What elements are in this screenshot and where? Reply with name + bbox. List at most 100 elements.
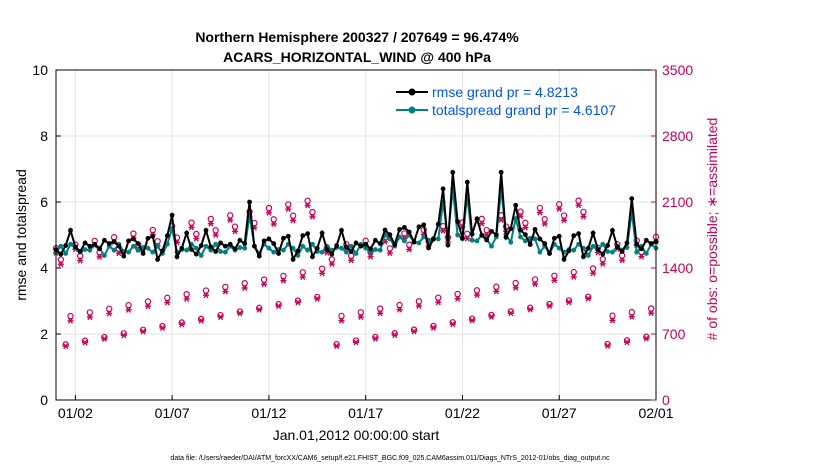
totalspread-point-79 bbox=[435, 236, 441, 242]
obs-assimilated-stroke-70-2 bbox=[392, 332, 398, 339]
obs-assimilated-stroke-26-2 bbox=[179, 321, 185, 328]
obs-assimilated-point-18 bbox=[140, 328, 147, 335]
obs-assimilated-stroke-43-2 bbox=[261, 281, 267, 288]
rmse-point-113 bbox=[600, 251, 606, 257]
rmse-point-67 bbox=[377, 241, 383, 246]
rmse-point-86 bbox=[469, 231, 475, 237]
obs-assimilated-stroke-66-2 bbox=[372, 335, 378, 342]
obs-possible-point-111 bbox=[589, 265, 597, 272]
rmse-point-65 bbox=[368, 246, 373, 252]
rmse-point-119 bbox=[629, 196, 635, 202]
rmse-point-116 bbox=[614, 244, 620, 250]
obs-assimilated-stroke-61-2 bbox=[348, 257, 354, 264]
obs-assimilated-point-63 bbox=[357, 313, 364, 320]
obs-assimilated-point-43 bbox=[261, 281, 268, 288]
totalspread-point-100 bbox=[537, 249, 543, 255]
rmse-point-27 bbox=[184, 230, 190, 236]
rmse-point-97 bbox=[522, 232, 528, 238]
obs-assimilated-point-66 bbox=[372, 335, 379, 342]
obs-possible-point-119 bbox=[628, 308, 636, 316]
x-tick-label-5: 01/27 bbox=[542, 405, 577, 421]
obs-assimilated-point-75 bbox=[415, 303, 422, 310]
obs-possible-point-67 bbox=[376, 305, 384, 312]
obs-assimilated-stroke-53-2 bbox=[309, 213, 315, 220]
obs-assimilated-stroke-37-2 bbox=[232, 228, 238, 235]
obs-assimilated-stroke-42-2 bbox=[256, 306, 262, 313]
rmse-point-87 bbox=[474, 216, 480, 222]
obs-assimilated-point-47 bbox=[280, 277, 287, 284]
obs-assimilated-point-58 bbox=[333, 343, 340, 350]
obs-assimilated-stroke-32-2 bbox=[208, 220, 214, 227]
obs-assimilated-point-111 bbox=[590, 270, 597, 277]
obs-assimilated-stroke-35-2 bbox=[222, 288, 228, 295]
totalspread-point-53 bbox=[310, 241, 315, 247]
rmse-point-92 bbox=[498, 169, 504, 175]
obs-assimilated-point-114 bbox=[604, 342, 611, 349]
totalspread-point-30 bbox=[198, 253, 204, 258]
data-file-footer: data file: /Users/raeder/DAI/ATM_forcXX/… bbox=[170, 455, 610, 462]
obs-assimilated-stroke-98-2 bbox=[527, 306, 533, 313]
obs-assimilated-point-39 bbox=[241, 284, 248, 291]
totalspread-point-29 bbox=[193, 245, 199, 251]
obs-assimilated-point-33 bbox=[212, 232, 219, 239]
totalspread-point-95 bbox=[513, 216, 519, 221]
obs-assimilated-stroke-13-2 bbox=[116, 250, 122, 257]
rmse-point-57 bbox=[329, 251, 335, 257]
legend-spread-marker bbox=[408, 106, 416, 114]
totalspread-point-104 bbox=[556, 245, 562, 251]
totalspread-point-6 bbox=[82, 247, 88, 252]
rmse-point-88 bbox=[479, 232, 485, 238]
obs-assimilated-point-55 bbox=[319, 270, 326, 277]
rmse-point-100 bbox=[537, 236, 543, 242]
obs-assimilated-point-103 bbox=[551, 277, 558, 284]
chart-title-line2: ACARS_HORIZONTAL_WIND @ 400 hPa bbox=[223, 49, 491, 65]
rmse-point-93 bbox=[503, 234, 509, 240]
obs-assimilated-stroke-28-2 bbox=[188, 224, 194, 231]
rmse-point-75 bbox=[416, 224, 422, 230]
obs-assimilated-stroke-106-2 bbox=[566, 299, 572, 306]
obs-assimilated-stroke-105-2 bbox=[561, 217, 567, 224]
obs-assimilated-point-105 bbox=[561, 217, 568, 224]
totalspread-point-47 bbox=[281, 247, 286, 253]
totalspread-point-21 bbox=[155, 243, 161, 249]
obs-assimilated-stroke-50-2 bbox=[295, 299, 301, 306]
totalspread-point-83 bbox=[455, 232, 461, 238]
totalspread-point-52 bbox=[305, 247, 311, 253]
obs-assimilated-stroke-49-2 bbox=[290, 217, 296, 224]
obs-assimilated-stroke-2-2 bbox=[63, 343, 69, 350]
obs-assimilated-point-22 bbox=[159, 325, 166, 332]
totalspread-point-87 bbox=[474, 238, 480, 244]
obs-assimilated-stroke-115-2 bbox=[609, 317, 615, 324]
obs-assimilated-point-91 bbox=[493, 288, 500, 295]
totalspread-point-15 bbox=[126, 249, 131, 255]
obs-assimilated-stroke-46-2 bbox=[276, 303, 282, 310]
obs-assimilated-point-28 bbox=[188, 224, 195, 231]
rmse-point-39 bbox=[242, 241, 248, 246]
rmse-point-35 bbox=[222, 243, 228, 249]
obs-assimilated-point-1 bbox=[57, 261, 64, 268]
obs-assimilated-stroke-100-2 bbox=[537, 209, 543, 216]
obs-assimilated-stroke-74-2 bbox=[411, 328, 417, 335]
obs-assimilated-stroke-97-2 bbox=[522, 224, 528, 231]
obs-assimilated-stroke-96-2 bbox=[518, 213, 524, 220]
obs-possible-point-51 bbox=[299, 269, 306, 276]
obs-assimilated-stroke-122-2 bbox=[643, 335, 649, 342]
obs-possible-point-73 bbox=[406, 241, 413, 248]
totalspread-point-97 bbox=[522, 238, 528, 244]
obs-possible-point-19 bbox=[144, 298, 152, 305]
rmse-point-95 bbox=[513, 202, 519, 208]
totalspread-point-114 bbox=[605, 249, 611, 254]
obs-assimilated-point-99 bbox=[532, 281, 539, 288]
rmse-point-45 bbox=[271, 241, 277, 246]
totalspread-point-62 bbox=[353, 251, 359, 256]
obs-assimilated-stroke-47-2 bbox=[280, 277, 286, 284]
obs-assimilated-point-61 bbox=[348, 257, 355, 264]
totalspread-point-1 bbox=[58, 243, 64, 249]
obs-possible-point-79 bbox=[435, 294, 442, 301]
obs-assimilated-stroke-82-2 bbox=[450, 321, 456, 328]
left-axis-label: rmse and totalspread bbox=[13, 169, 29, 301]
obs-assimilated-stroke-58-2 bbox=[334, 343, 340, 350]
rmse-point-81 bbox=[445, 242, 451, 248]
obs-assimilated-point-46 bbox=[275, 303, 282, 310]
totalspread-point-120 bbox=[634, 249, 640, 255]
